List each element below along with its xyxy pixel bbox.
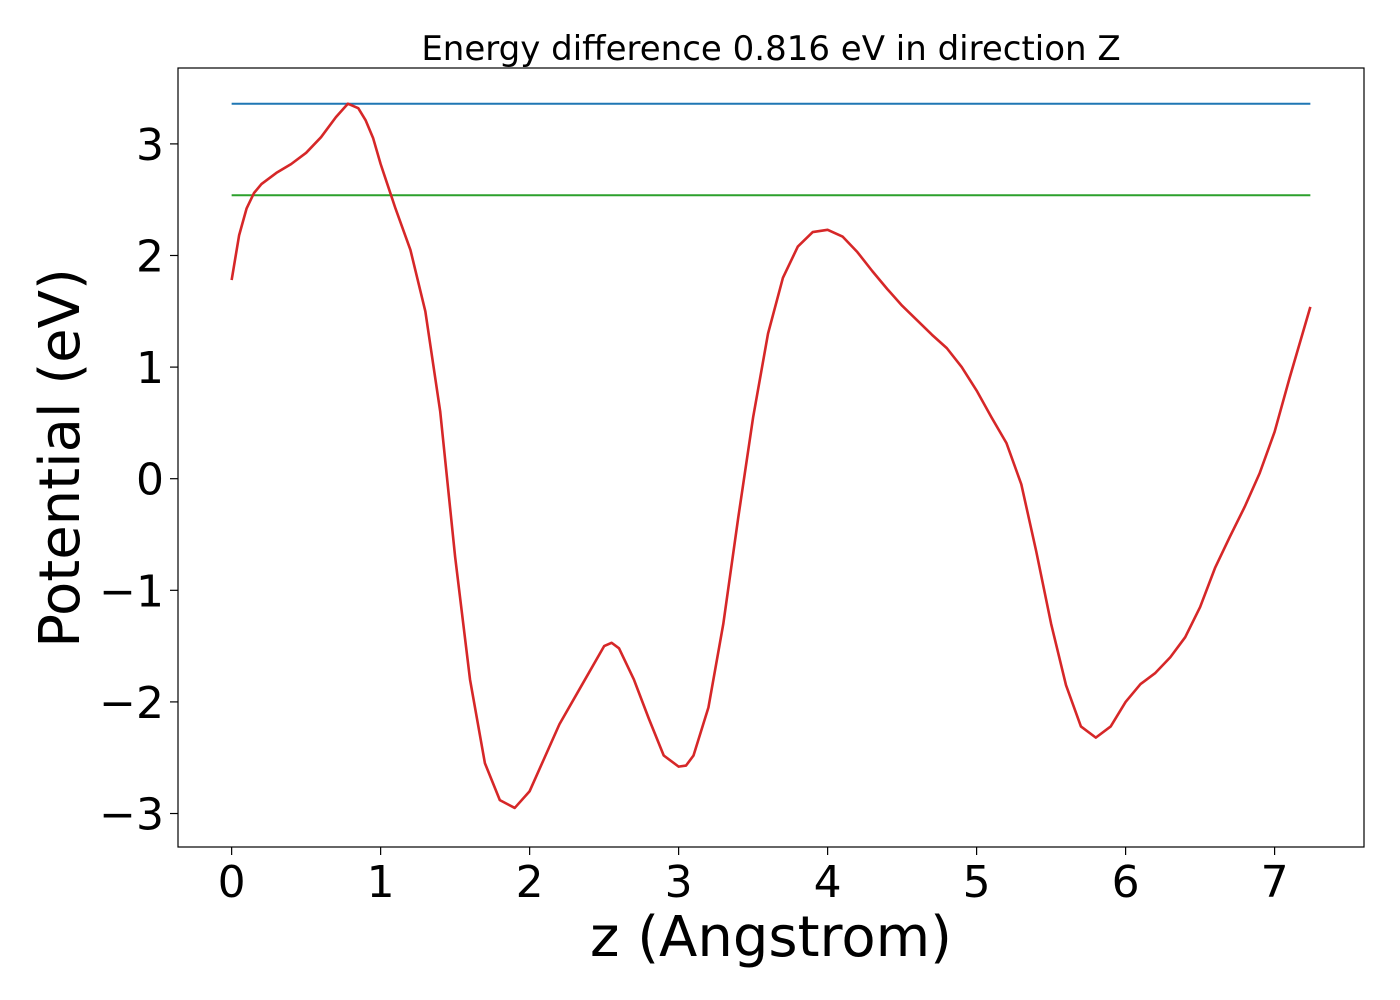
plot-background — [178, 68, 1364, 847]
chart-title: Energy difference 0.816 eV in direction … — [421, 29, 1120, 69]
y-axis-ticks: −3 −2 −1 0 1 2 3 — [99, 120, 178, 841]
series-line-2 — [230, 102, 1312, 810]
y-tick-label: 1 — [136, 343, 164, 394]
y-tick-label: 0 — [136, 455, 164, 506]
x-tick-label: 6 — [1112, 857, 1140, 908]
y-tick-label: −1 — [99, 566, 164, 617]
x-tick-label: 0 — [218, 857, 246, 908]
x-tick-label: 5 — [963, 857, 991, 908]
x-axis-label: z (Angstrom) — [590, 905, 952, 970]
x-tick-label: 4 — [814, 857, 842, 908]
plot-frame — [177, 67, 1365, 848]
y-tick-label: −3 — [99, 790, 164, 841]
y-tick-label: −2 — [99, 678, 164, 729]
x-tick-label: 1 — [367, 857, 395, 908]
series-layer — [230, 102, 1312, 810]
x-axis-ticks: 0 1 2 3 4 5 6 7 — [218, 847, 1289, 908]
y-axis-label: Potential (eV) — [28, 268, 93, 648]
y-tick-label: 3 — [136, 120, 164, 171]
x-tick-label: 7 — [1261, 857, 1289, 908]
x-tick-label: 2 — [516, 857, 544, 908]
y-tick-label: 2 — [136, 231, 164, 282]
x-tick-label: 3 — [665, 857, 693, 908]
